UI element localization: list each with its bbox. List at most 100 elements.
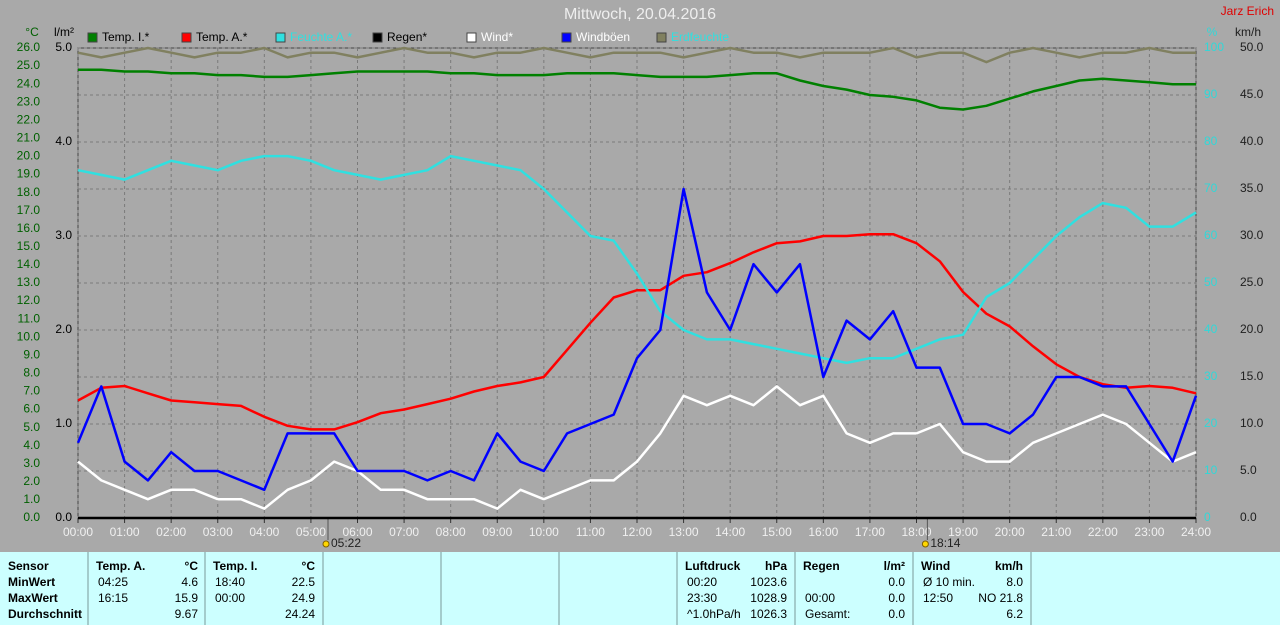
y-tick-label: 21.0 bbox=[17, 131, 41, 145]
legend-swatch bbox=[372, 32, 383, 43]
axis-unit: °C bbox=[25, 25, 39, 39]
x-tick-label: 07:00 bbox=[389, 525, 419, 539]
table-header: Luftdruck bbox=[685, 559, 741, 573]
legend-swatch bbox=[181, 32, 192, 43]
table-cell: Gesamt: bbox=[805, 607, 850, 621]
table-row-label: MinWert bbox=[8, 575, 55, 589]
y-tick-label: 1.0 bbox=[55, 416, 72, 430]
y-tick-label: 3.0 bbox=[55, 228, 72, 242]
x-tick-label: 15:00 bbox=[762, 525, 792, 539]
table-header: Sensor bbox=[8, 559, 49, 573]
y-tick-label: 4.0 bbox=[23, 438, 40, 452]
table-cell: 1023.6 bbox=[750, 575, 787, 589]
legend-swatch bbox=[656, 32, 667, 43]
table-cell: 1026.3 bbox=[750, 607, 787, 621]
legend-swatch bbox=[466, 32, 477, 43]
y-tick-label: 5.0 bbox=[1240, 463, 1257, 477]
y-tick-label: 1.0 bbox=[23, 492, 40, 506]
y-tick-label: 20.0 bbox=[1240, 322, 1264, 336]
y-tick-label: 30.0 bbox=[1240, 228, 1264, 242]
y-tick-label: 10.0 bbox=[1240, 416, 1264, 430]
table-header: Temp. I. bbox=[213, 559, 257, 573]
series-line bbox=[77, 46, 1196, 64]
x-tick-label: 08:00 bbox=[436, 525, 466, 539]
x-tick-label: 19:00 bbox=[948, 525, 978, 539]
legend-label: Temp. I.* bbox=[102, 30, 150, 44]
y-tick-label: 90 bbox=[1204, 87, 1218, 101]
y-tick-label: 9.0 bbox=[23, 347, 40, 361]
sun-label: 05:22 bbox=[331, 536, 361, 550]
x-tick-label: 21:00 bbox=[1041, 525, 1071, 539]
x-tick-label: 10:00 bbox=[529, 525, 559, 539]
series-line bbox=[78, 68, 1196, 111]
x-tick-label: 00:00 bbox=[63, 525, 93, 539]
y-tick-label: 0.0 bbox=[55, 510, 72, 524]
axis-unit: % bbox=[1207, 25, 1218, 39]
table-header: Temp. A. bbox=[96, 559, 145, 573]
table-header: Regen bbox=[803, 559, 840, 573]
table-cell: Ø 10 min. bbox=[923, 575, 975, 589]
table-header: Wind bbox=[921, 559, 950, 573]
y-tick-label: 13.0 bbox=[17, 275, 41, 289]
table-cell: 0.0 bbox=[888, 575, 905, 589]
y-tick-label: 50 bbox=[1204, 275, 1218, 289]
table-cell: 00:00 bbox=[805, 591, 835, 605]
table-cell: 4.6 bbox=[181, 575, 198, 589]
y-tick-label: 0.0 bbox=[23, 510, 40, 524]
sun-icon bbox=[921, 540, 929, 548]
y-tick-label: 35.0 bbox=[1240, 181, 1264, 195]
table-cell: 12:50 bbox=[923, 591, 953, 605]
series-line bbox=[77, 232, 1197, 431]
table-cell: 00:00 bbox=[215, 591, 245, 605]
y-tick-label: 50.0 bbox=[1240, 40, 1264, 54]
chart-title: Mittwoch, 20.04.2016 bbox=[564, 6, 716, 23]
y-tick-label: 45.0 bbox=[1240, 87, 1264, 101]
x-tick-label: 24:00 bbox=[1181, 525, 1211, 539]
y-tick-label: 2.0 bbox=[55, 322, 72, 336]
y-tick-label: 60 bbox=[1204, 228, 1218, 242]
y-tick-label: 70 bbox=[1204, 181, 1218, 195]
x-tick-label: 16:00 bbox=[808, 525, 838, 539]
legend-label: Erdfeuchte bbox=[671, 30, 729, 44]
y-tick-label: 30 bbox=[1204, 369, 1218, 383]
y-tick-label: 15.0 bbox=[1240, 369, 1264, 383]
sun-label: 18:14 bbox=[930, 536, 960, 550]
y-tick-label: 17.0 bbox=[17, 203, 41, 217]
legend-label: Temp. A.* bbox=[196, 30, 248, 44]
table-unit: °C bbox=[302, 559, 316, 573]
x-tick-label: 14:00 bbox=[715, 525, 745, 539]
y-tick-label: 3.0 bbox=[23, 456, 40, 470]
y-tick-label: 19.0 bbox=[17, 167, 41, 181]
y-tick-label: 11.0 bbox=[18, 311, 41, 325]
y-tick-label: 5.0 bbox=[23, 420, 40, 434]
table-cell: 04:25 bbox=[98, 575, 128, 589]
table-cell: 15.9 bbox=[175, 591, 199, 605]
y-tick-label: 22.0 bbox=[17, 112, 41, 126]
table-unit: km/h bbox=[995, 559, 1023, 573]
table-unit: hPa bbox=[765, 559, 787, 573]
x-tick-label: 09:00 bbox=[482, 525, 512, 539]
y-tick-label: 26.0 bbox=[17, 40, 41, 54]
table-unit: °C bbox=[185, 559, 199, 573]
table-cell: 9.67 bbox=[175, 607, 199, 621]
table-cell: 22.5 bbox=[292, 575, 316, 589]
axis-unit: l/m² bbox=[54, 25, 74, 39]
y-tick-label: 40 bbox=[1204, 322, 1218, 336]
y-tick-label: 5.0 bbox=[55, 40, 72, 54]
table-cell: 24.9 bbox=[292, 591, 316, 605]
x-tick-label: 01:00 bbox=[110, 525, 140, 539]
legend-label: Feuchte A.* bbox=[290, 30, 352, 44]
y-tick-label: 2.0 bbox=[23, 474, 40, 488]
legend-label: Regen* bbox=[387, 30, 427, 44]
y-tick-label: 24.0 bbox=[17, 76, 41, 90]
x-tick-label: 23:00 bbox=[1134, 525, 1164, 539]
y-tick-label: 23.0 bbox=[17, 94, 41, 108]
table-cell: 23:30 bbox=[687, 591, 717, 605]
y-tick-label: 8.0 bbox=[23, 366, 40, 380]
table-unit: l/m² bbox=[884, 559, 905, 573]
sun-icon bbox=[322, 540, 330, 548]
y-tick-label: 7.0 bbox=[23, 384, 40, 398]
legend-swatch bbox=[87, 32, 98, 43]
